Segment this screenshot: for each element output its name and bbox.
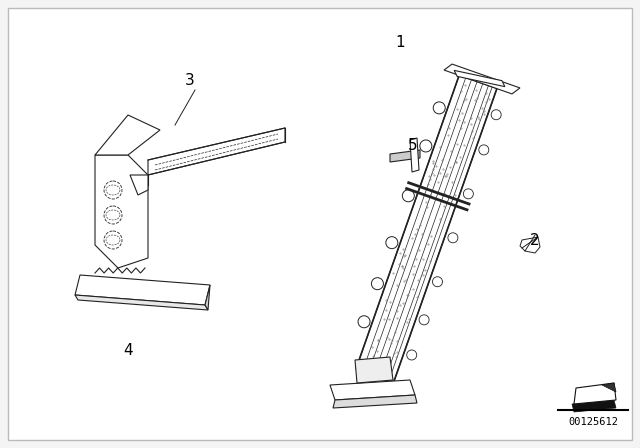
Circle shape xyxy=(491,110,501,120)
Text: 3: 3 xyxy=(185,73,195,87)
Polygon shape xyxy=(205,285,210,310)
Polygon shape xyxy=(602,383,616,392)
Circle shape xyxy=(433,102,445,114)
Polygon shape xyxy=(444,64,520,94)
Polygon shape xyxy=(148,128,285,175)
Polygon shape xyxy=(356,75,497,382)
Text: 00125612: 00125612 xyxy=(568,417,618,427)
Circle shape xyxy=(406,350,417,360)
Circle shape xyxy=(371,278,383,290)
Text: 4: 4 xyxy=(123,343,133,358)
Circle shape xyxy=(479,145,489,155)
Circle shape xyxy=(104,181,122,199)
Circle shape xyxy=(104,206,122,224)
Circle shape xyxy=(403,190,414,202)
Polygon shape xyxy=(574,383,616,404)
Circle shape xyxy=(358,316,370,328)
Circle shape xyxy=(419,315,429,325)
Polygon shape xyxy=(138,175,148,185)
Circle shape xyxy=(420,140,432,152)
Circle shape xyxy=(433,277,442,287)
Polygon shape xyxy=(454,70,505,86)
Polygon shape xyxy=(390,150,420,162)
Circle shape xyxy=(104,231,122,249)
Polygon shape xyxy=(572,400,616,412)
Polygon shape xyxy=(410,138,419,172)
Polygon shape xyxy=(355,357,393,383)
Polygon shape xyxy=(330,380,415,400)
Polygon shape xyxy=(130,175,148,195)
Text: 1: 1 xyxy=(395,34,405,49)
Polygon shape xyxy=(75,275,210,305)
Circle shape xyxy=(448,233,458,243)
Polygon shape xyxy=(520,237,540,253)
Circle shape xyxy=(386,237,398,249)
Circle shape xyxy=(463,189,474,199)
Polygon shape xyxy=(75,295,208,310)
Polygon shape xyxy=(95,155,148,268)
Text: 2: 2 xyxy=(530,233,540,247)
Text: 5: 5 xyxy=(408,138,418,152)
Polygon shape xyxy=(95,115,160,155)
Polygon shape xyxy=(333,395,417,408)
